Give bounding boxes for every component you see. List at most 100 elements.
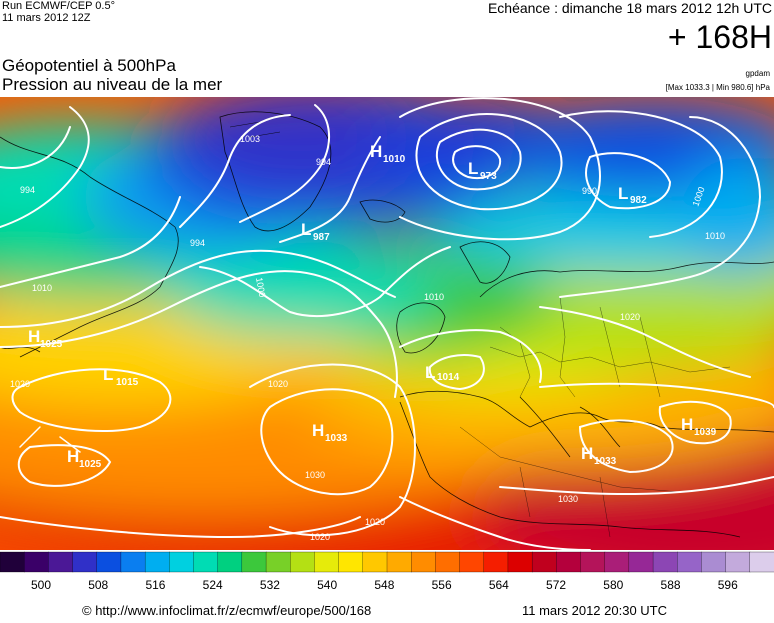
- pressure-center: L 1014: [425, 363, 460, 383]
- svg-text:973: 973: [480, 171, 497, 182]
- isobar-label: 1020: [10, 379, 30, 389]
- weather-map: H 1025 L 1015 H 1025 H 1033 L 987 H 1010…: [0, 97, 774, 550]
- pressure-center-labels: H 1025 L 1015 H 1025 H 1033 L 987 H 1010…: [28, 142, 717, 470]
- svg-text:1025: 1025: [40, 339, 63, 350]
- isobar-label: 1020: [365, 517, 385, 527]
- svg-text:1033: 1033: [594, 456, 617, 467]
- color-swatch: [531, 551, 557, 573]
- isobar-label: 1010: [705, 231, 725, 241]
- color-swatch: [144, 551, 170, 573]
- pressure-center: H 1025: [28, 327, 63, 350]
- isobar-label: 1020: [620, 312, 640, 322]
- isobar-label: 994: [316, 157, 331, 167]
- svg-text:1014: 1014: [437, 372, 460, 383]
- color-scale-label: 540: [317, 578, 337, 592]
- svg-text:H: H: [370, 142, 382, 161]
- pressure-center: L 982: [618, 184, 647, 206]
- svg-text:L: L: [425, 363, 435, 382]
- color-swatch: [314, 551, 340, 573]
- color-swatch: [386, 551, 412, 573]
- svg-text:H: H: [312, 421, 324, 440]
- generation-date: 11 mars 2012 20:30 UTC: [522, 603, 667, 618]
- run-date: 11 mars 2012 12Z: [2, 12, 91, 24]
- color-swatch: [652, 551, 678, 573]
- geopotential-field: [0, 97, 774, 550]
- color-swatch: [604, 551, 630, 573]
- pressure-center: H 1025: [67, 447, 102, 470]
- color-swatch: [241, 551, 267, 573]
- svg-text:987: 987: [313, 232, 330, 243]
- svg-text:H: H: [581, 444, 593, 463]
- color-swatch: [120, 551, 146, 573]
- svg-text:H: H: [67, 447, 79, 466]
- color-swatch: [628, 551, 654, 573]
- svg-text:L: L: [618, 184, 628, 203]
- forecast-valid-time: Echéance : dimanche 18 mars 2012 12h UTC: [487, 0, 772, 16]
- isobar-label: 994: [190, 238, 205, 248]
- pressure-center: H 1033: [312, 421, 348, 444]
- color-swatch: [96, 551, 122, 573]
- color-scale-label: 508: [88, 578, 108, 592]
- color-scale-label: 596: [718, 578, 738, 592]
- color-scale-label: 572: [546, 578, 566, 592]
- color-swatch: [362, 551, 388, 573]
- pressure-center: H 1039: [681, 415, 717, 438]
- color-scale-label: 500: [31, 578, 51, 592]
- color-scale-labels: 5005085165245325405485565645725805885966…: [31, 578, 738, 592]
- svg-text:1025: 1025: [79, 459, 102, 470]
- isobar-label: 994: [20, 185, 35, 195]
- map-title-pressure: Pression au niveau de la mer: [2, 75, 223, 94]
- svg-text:L: L: [301, 220, 311, 239]
- color-swatch: [411, 551, 437, 573]
- borders: [459, 296, 731, 538]
- color-scale-label: 516: [145, 578, 165, 592]
- svg-text:H: H: [681, 415, 693, 434]
- color-swatch: [459, 551, 485, 573]
- svg-text:L: L: [468, 159, 478, 178]
- color-scale-label: 564: [489, 578, 509, 592]
- isobar-label: 990: [582, 186, 597, 196]
- isobar-label: 1030: [305, 470, 325, 480]
- svg-text:1010: 1010: [383, 154, 406, 165]
- color-swatch: [507, 551, 533, 573]
- color-swatch: [72, 551, 98, 573]
- forecast-horizon: + 168H: [667, 19, 772, 55]
- isobar-label: 1000: [254, 277, 267, 298]
- color-swatch: [217, 551, 243, 573]
- color-swatch: [193, 551, 219, 573]
- color-swatch: [677, 551, 703, 573]
- pressure-range: [Max 1033.3 | Min 980.6] hPa: [665, 83, 770, 92]
- color-swatch: [290, 551, 316, 573]
- color-swatch: [338, 551, 364, 573]
- isobar-label: 1010: [32, 283, 52, 293]
- color-scale-label: 532: [260, 578, 280, 592]
- source-url[interactable]: © http://www.infoclimat.fr/z/ecmwf/europ…: [82, 603, 372, 618]
- pressure-center: H 1010: [370, 142, 406, 165]
- svg-text:L: L: [103, 365, 113, 384]
- map-title-geopotential: Géopotentiel à 500hPa: [2, 56, 176, 75]
- color-swatch: [24, 551, 50, 573]
- coastlines: [0, 111, 774, 538]
- color-scale-label: 548: [374, 578, 394, 592]
- color-swatch: [265, 551, 291, 573]
- isobar-label: 1020: [310, 532, 330, 542]
- isobars: [0, 97, 774, 550]
- color-scale-label: 588: [661, 578, 681, 592]
- color-swatch: [556, 551, 582, 573]
- svg-text:1033: 1033: [325, 433, 348, 444]
- svg-text:H: H: [28, 327, 40, 346]
- color-scale-label: 524: [203, 578, 223, 592]
- color-scale-label: 556: [432, 578, 452, 592]
- isobar-label: 1030: [558, 494, 578, 504]
- svg-text:1015: 1015: [116, 377, 139, 388]
- color-swatch: [701, 551, 727, 573]
- pressure-center: L 987: [301, 220, 330, 243]
- run-label: Run ECMWF/CEP 0.5°: [2, 0, 116, 12]
- isobar-label: 1003: [240, 134, 260, 144]
- color-swatch: [580, 551, 606, 573]
- color-swatch: [0, 551, 25, 573]
- svg-text:1039: 1039: [694, 427, 717, 438]
- isobar-label: 1010: [424, 292, 444, 302]
- pressure-center: H 1033: [581, 444, 617, 467]
- color-swatch: [435, 551, 461, 573]
